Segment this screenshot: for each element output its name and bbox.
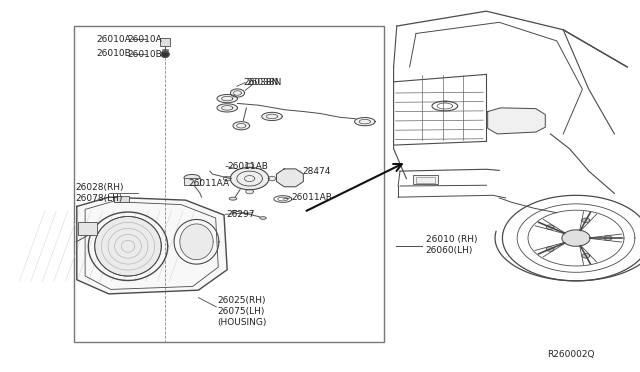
Bar [74, 26, 384, 342]
Text: 28474: 28474 [302, 167, 330, 176]
Bar [160, 38, 170, 46]
Text: R260002Q: R260002Q [547, 350, 595, 359]
Polygon shape [161, 51, 169, 57]
Polygon shape [77, 197, 227, 294]
Polygon shape [355, 118, 375, 126]
Ellipse shape [232, 210, 237, 212]
Text: 26060(LH): 26060(LH) [426, 246, 473, 255]
Text: 26011AB: 26011AB [227, 162, 268, 171]
Polygon shape [95, 217, 161, 276]
Bar [114, 196, 129, 202]
Polygon shape [604, 236, 612, 240]
Polygon shape [217, 94, 237, 103]
Text: 26297: 26297 [227, 210, 255, 219]
Polygon shape [230, 167, 269, 190]
Ellipse shape [184, 174, 200, 181]
Text: 26010B: 26010B [127, 50, 162, 59]
Text: 26038N: 26038N [246, 78, 282, 87]
Text: 26010 (RH): 26010 (RH) [426, 235, 477, 244]
Polygon shape [262, 112, 282, 121]
Text: 26010A: 26010A [127, 35, 162, 44]
Bar [413, 175, 438, 184]
Polygon shape [547, 225, 554, 230]
Polygon shape [276, 169, 303, 187]
Polygon shape [246, 189, 253, 194]
Text: 26011AA: 26011AA [189, 179, 230, 187]
Polygon shape [582, 254, 589, 258]
Bar [78, 222, 97, 235]
Polygon shape [180, 224, 213, 260]
Polygon shape [562, 230, 590, 246]
Text: 26010B: 26010B [97, 49, 131, 58]
Text: 26025(RH): 26025(RH) [218, 296, 266, 305]
Text: 26028(RH): 26028(RH) [76, 183, 124, 192]
Polygon shape [233, 122, 250, 130]
Ellipse shape [260, 217, 266, 219]
Polygon shape [268, 176, 276, 181]
Polygon shape [230, 89, 244, 97]
Polygon shape [217, 104, 237, 112]
Polygon shape [223, 176, 231, 181]
Text: 26038N: 26038N [244, 78, 279, 87]
Text: (HOUSING): (HOUSING) [218, 318, 267, 327]
Text: 26078(LH): 26078(LH) [76, 194, 123, 203]
Polygon shape [488, 108, 545, 134]
Bar [184, 178, 200, 185]
Text: 26010A: 26010A [97, 35, 131, 44]
Ellipse shape [229, 197, 237, 200]
Polygon shape [246, 163, 253, 168]
Text: 26011AB: 26011AB [291, 193, 332, 202]
Text: 26075(LH): 26075(LH) [218, 307, 265, 316]
Polygon shape [582, 218, 589, 222]
Polygon shape [547, 247, 554, 251]
Bar [416, 177, 435, 183]
